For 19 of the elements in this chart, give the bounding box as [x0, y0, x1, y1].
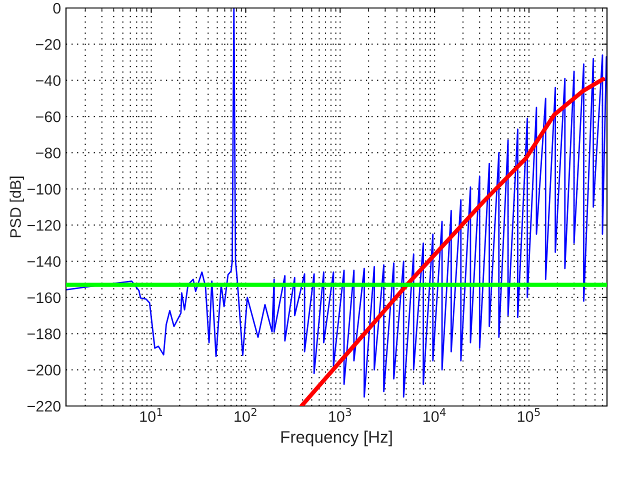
x-axis-title: Frequency [Hz] [281, 430, 392, 446]
y-tick-label: −160 [27, 292, 61, 304]
y-tick-label: −60 [36, 111, 61, 122]
y-tick-label: −200 [27, 364, 61, 376]
y-tick-label: −40 [36, 75, 61, 86]
x-tick-label: 10$^{3}$ [329, 408, 351, 422]
x-tick-label: 10$^{5}$ [518, 408, 540, 422]
y-tick-label: −220 [27, 400, 61, 412]
y-tick-label: −120 [27, 220, 61, 231]
x-tick-label: 10$^{1}$ [140, 408, 162, 422]
y-tick-label: −180 [27, 328, 61, 340]
y-tick-label: −80 [36, 148, 61, 158]
x-tick-label: 10$^{4}$ [424, 408, 446, 422]
y-tick-label: −20 [36, 39, 61, 50]
y-tick-label: −140 [27, 256, 61, 267]
y-axis-title: PSD [dB] [10, 176, 24, 238]
x-tick-label: 10$^{2}$ [234, 408, 256, 422]
y-tick-label: 0 [53, 2, 61, 14]
y-tick-label: −100 [27, 184, 61, 195]
